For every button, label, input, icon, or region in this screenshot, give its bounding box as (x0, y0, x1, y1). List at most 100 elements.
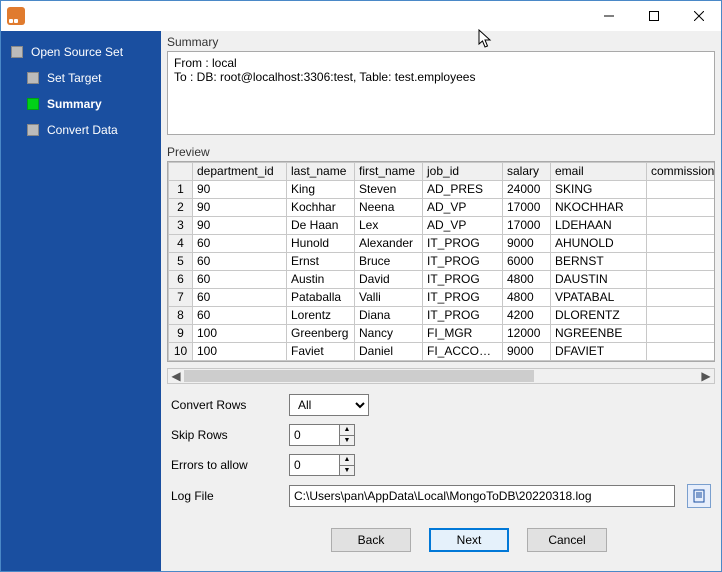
preview-table-wrap: department_idlast_namefirst_namejob_idsa… (167, 161, 715, 362)
table-cell: 6000 (503, 253, 551, 271)
table-cell: Hunold (287, 235, 355, 253)
convert-rows-label: Convert Rows (171, 398, 281, 412)
step-box-icon (27, 124, 39, 136)
table-cell: 17000 (503, 199, 551, 217)
table-cell: AD_VP (423, 199, 503, 217)
maximize-button[interactable] (631, 2, 676, 30)
table-cell: IT_PROG (423, 307, 503, 325)
table-row[interactable]: 460HunoldAlexanderIT_PROG9000AHUNOLD (169, 235, 716, 253)
table-cell: FI_MGR (423, 325, 503, 343)
table-cell: 9000 (503, 343, 551, 361)
rownum-cell: 5 (169, 253, 193, 271)
table-row[interactable]: 10100FavietDanielFI_ACCOUNT9000DFAVIET (169, 343, 716, 361)
table-row[interactable]: 860LorentzDianaIT_PROG4200DLORENTZ (169, 307, 716, 325)
back-button[interactable]: Back (331, 528, 411, 552)
skip-rows-down-icon[interactable]: ▼ (340, 436, 354, 446)
sidebar-item-2[interactable]: Summary (1, 91, 161, 117)
row-convert-rows: Convert Rows All (171, 394, 711, 416)
table-cell: 17000 (503, 217, 551, 235)
table-cell: 100 (193, 343, 287, 361)
convert-rows-select[interactable]: All (289, 394, 369, 416)
table-cell: Bruce (355, 253, 423, 271)
table-cell: 60 (193, 253, 287, 271)
table-cell: IT_PROG (423, 253, 503, 271)
rownum-cell: 7 (169, 289, 193, 307)
summary-box: From : local To : DB: root@localhost:330… (167, 51, 715, 135)
titlebar-left (7, 7, 31, 25)
skip-rows-spinner[interactable]: ▲ ▼ (289, 424, 355, 446)
table-cell: DAUSTIN (551, 271, 647, 289)
table-row[interactable]: 560ErnstBruceIT_PROG6000BERNST (169, 253, 716, 271)
sidebar-item-3[interactable]: Convert Data (1, 117, 161, 143)
table-cell: De Haan (287, 217, 355, 235)
table-row[interactable]: 760PataballaValliIT_PROG4800VPATABAL (169, 289, 716, 307)
sidebar-item-label: Open Source Set (31, 45, 123, 59)
table-cell: NGREENBE (551, 325, 647, 343)
body: Open Source Set Set Target Summary Convert … (1, 31, 721, 571)
table-cell: Lex (355, 217, 423, 235)
main-panel: Summary From : local To : DB: root@local… (161, 31, 721, 571)
scroll-thumb[interactable] (184, 370, 534, 382)
log-file-input[interactable] (289, 485, 675, 507)
table-cell (647, 289, 716, 307)
skip-rows-input[interactable] (289, 424, 339, 446)
table-cell (647, 307, 716, 325)
table-row[interactable]: 390De HaanLexAD_VP17000LDEHAAN (169, 217, 716, 235)
next-button[interactable]: Next (429, 528, 509, 552)
table-cell: 12000 (503, 325, 551, 343)
table-cell: 60 (193, 271, 287, 289)
sidebar-item-0[interactable]: Open Source Set (1, 39, 161, 65)
minimize-button[interactable] (586, 2, 631, 30)
table-cell (647, 271, 716, 289)
table-cell: 60 (193, 307, 287, 325)
table-cell: Austin (287, 271, 355, 289)
button-row: Back Next Cancel (331, 516, 721, 564)
table-cell: Daniel (355, 343, 423, 361)
horizontal-scrollbar[interactable]: ◀ ▶ (167, 368, 715, 384)
errors-up-icon[interactable]: ▲ (340, 455, 354, 466)
table-cell: Faviet (287, 343, 355, 361)
window-controls (586, 2, 721, 30)
step-box-icon (11, 46, 23, 58)
table-cell (647, 181, 716, 199)
errors-down-icon[interactable]: ▼ (340, 466, 354, 476)
column-header[interactable]: salary (503, 163, 551, 181)
table-cell: SKING (551, 181, 647, 199)
table-cell: 100 (193, 325, 287, 343)
table-cell: LDEHAAN (551, 217, 647, 235)
column-header[interactable]: first_name (355, 163, 423, 181)
column-header[interactable]: job_id (423, 163, 503, 181)
table-cell: Pataballa (287, 289, 355, 307)
table-row[interactable]: 9100GreenbergNancyFI_MGR12000NGREENBE (169, 325, 716, 343)
table-cell: Ernst (287, 253, 355, 271)
skip-rows-up-icon[interactable]: ▲ (340, 425, 354, 436)
close-button[interactable] (676, 2, 721, 30)
rownum-cell: 10 (169, 343, 193, 361)
titlebar (1, 1, 721, 31)
table-row[interactable]: 290KochharNeenaAD_VP17000NKOCHHAR (169, 199, 716, 217)
rownum-cell: 6 (169, 271, 193, 289)
table-row[interactable]: 190KingStevenAD_PRES24000SKING (169, 181, 716, 199)
browse-log-button[interactable] (687, 484, 711, 508)
sidebar-item-label: Set Target (47, 71, 101, 85)
table-cell (647, 217, 716, 235)
table-cell: 24000 (503, 181, 551, 199)
table-cell: Nancy (355, 325, 423, 343)
table-cell: 4800 (503, 271, 551, 289)
sidebar-item-1[interactable]: Set Target (1, 65, 161, 91)
sidebar-item-label: Convert Data (47, 123, 118, 137)
app-window: Open Source Set Set Target Summary Convert … (0, 0, 722, 572)
column-header[interactable]: last_name (287, 163, 355, 181)
table-cell: 90 (193, 199, 287, 217)
table-cell: King (287, 181, 355, 199)
column-header[interactable]: department_id (193, 163, 287, 181)
errors-input[interactable] (289, 454, 339, 476)
scroll-left-icon[interactable]: ◀ (168, 369, 184, 383)
column-header[interactable]: email (551, 163, 647, 181)
scroll-right-icon[interactable]: ▶ (698, 369, 714, 383)
errors-spinner[interactable]: ▲ ▼ (289, 454, 355, 476)
summary-label: Summary (161, 31, 721, 51)
column-header[interactable]: commission_pct (647, 163, 716, 181)
table-row[interactable]: 660AustinDavidIT_PROG4800DAUSTIN (169, 271, 716, 289)
cancel-button[interactable]: Cancel (527, 528, 607, 552)
